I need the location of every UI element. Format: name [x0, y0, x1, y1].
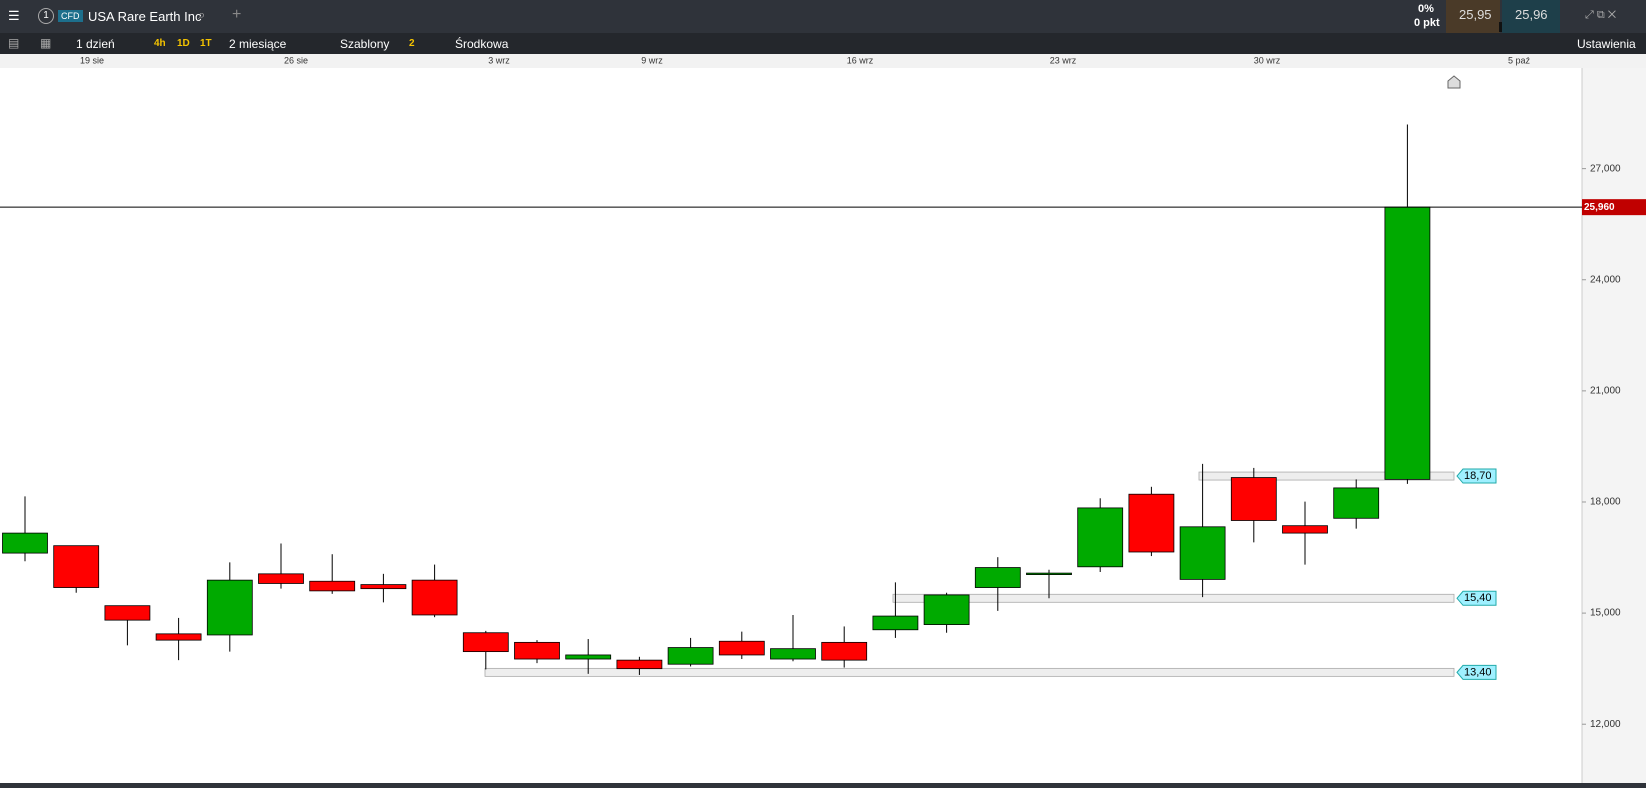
price-axis-bg [1582, 68, 1646, 788]
range[interactable]: 2 miesiące [229, 37, 287, 51]
candle-body [616, 659, 663, 670]
sell-price: 25,95 [1459, 7, 1492, 22]
y-tick-label: 24,000 [1590, 274, 1621, 285]
x-tick-label: 16 wrz [847, 55, 874, 65]
quick-interval[interactable]: 4h [154, 38, 166, 49]
search-icon[interactable]: ⌕ [198, 7, 206, 22]
candle-body [104, 605, 151, 621]
candle-body [565, 654, 612, 660]
layout-icon[interactable]: ▦ [40, 36, 52, 50]
list-icon[interactable]: ▤ [8, 36, 20, 50]
templates-count: 2 [409, 38, 415, 49]
x-tick-label: 19 sie [80, 55, 104, 65]
candle-body [1282, 525, 1328, 534]
x-tick-label: 5 paź [1508, 55, 1531, 65]
y-tick-label: 15,000 [1590, 608, 1621, 619]
candle-body [1384, 206, 1431, 480]
candle-body [206, 579, 253, 636]
add-tab[interactable]: + [232, 6, 242, 23]
candle-body [821, 641, 868, 661]
last-price-box [1582, 199, 1646, 216]
level-tag [1456, 590, 1497, 606]
candle-body [1333, 487, 1380, 519]
templates[interactable]: Szablony [340, 37, 390, 51]
candle-body [1179, 526, 1226, 580]
change-pts: 0 pkt [1414, 17, 1440, 29]
quick-interval[interactable]: 1T [200, 38, 212, 49]
candle-body [53, 545, 100, 588]
candle-body [770, 648, 816, 660]
level-label: 13,40 [1464, 666, 1492, 678]
level-band [1198, 471, 1455, 481]
candle-body [155, 633, 202, 641]
window-controls[interactable]: ⤢ ⧉ ✕ [1585, 9, 1617, 21]
candle-body [718, 640, 765, 656]
candle-body [2, 532, 48, 554]
candle-body [514, 641, 560, 660]
candle-body [360, 584, 407, 590]
x-tick-label: 23 wrz [1050, 55, 1077, 65]
candle-body [974, 567, 1021, 588]
top-bar: ☰ 1 CFD USA Rare Earth Inc ⌕ + 0% 0 pkt … [0, 0, 1646, 33]
interval[interactable]: 1 dzień [76, 37, 115, 51]
x-tick-label: 30 wrz [1254, 55, 1281, 65]
candle-body [309, 580, 356, 592]
candle-body [462, 632, 509, 653]
candle-body [872, 615, 919, 631]
date-axis-bg [0, 54, 1646, 68]
candle-body [1230, 477, 1277, 521]
level-band [892, 593, 1455, 603]
candle-body [258, 573, 304, 584]
candle-body [923, 594, 970, 625]
chart-toolbar: ▤ ▦ 1 dzień 4h 1D 1T 2 miesiące Szablony… [0, 33, 1646, 54]
x-tick-label: 3 wrz [488, 55, 510, 65]
level-label: 18,70 [1464, 470, 1492, 482]
chart: 19 sie 26 sie 3 wrz 9 wrz 16 wrz 23 wrz 30 wrz… [0, 54, 1646, 788]
y-tick-label: 21,000 [1590, 386, 1621, 397]
menu-icon[interactable]: ☰ [8, 8, 20, 23]
level-tag [1456, 468, 1497, 484]
x-tick-label: 26 sie [284, 55, 308, 65]
level-tag [1456, 664, 1497, 680]
buy-button[interactable]: 25,96 [1502, 0, 1560, 33]
x-tick-label: 9 wrz [641, 55, 663, 65]
buy-price: 25,96 [1515, 7, 1548, 22]
y-tick-label: 18,000 [1590, 497, 1621, 508]
level-band [484, 667, 1455, 677]
window-number: 1 [38, 8, 54, 24]
candle-body [411, 579, 458, 616]
last-price-label: 25,960 [1584, 202, 1615, 213]
candle-body [1128, 493, 1175, 553]
y-tick-label: 12,000 [1590, 719, 1621, 730]
level-label: 15,40 [1464, 592, 1492, 604]
quick-interval[interactable]: 1D [177, 38, 190, 49]
instrument-name[interactable]: USA Rare Earth Inc [88, 9, 202, 24]
instrument-tag: CFD [58, 10, 83, 22]
bottom-bar [0, 783, 1646, 788]
change-pct: 0% [1418, 3, 1434, 15]
price-mode[interactable]: Środkowa [455, 37, 509, 51]
alert-icon [1447, 75, 1461, 89]
candle-body [1026, 572, 1072, 576]
sell-button[interactable]: 25,95 [1446, 0, 1500, 33]
candle-body [667, 647, 714, 665]
settings[interactable]: Ustawienia [1577, 37, 1636, 51]
y-tick-label: 27,000 [1590, 163, 1621, 174]
candle-body [1077, 507, 1124, 568]
